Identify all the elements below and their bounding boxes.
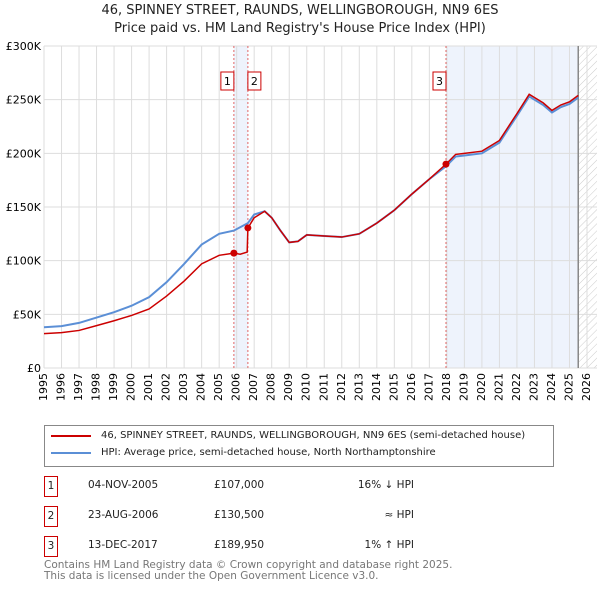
sale-row: 3 13-DEC-2017 £189,950 1% ↑ HPI [44,536,444,558]
sale-badge: 2 [44,506,58,527]
x-tick-label: 2014 [370,373,383,401]
x-tick-label: 2026 [580,373,593,401]
chart-title: 46, SPINNEY STREET, RAUNDS, WELLINGBOROU… [101,3,499,18]
sale-badge: 1 [44,476,58,497]
plot-area: 1995 1996 1997 1998 1999 2000 2001 2002 2003 2004… [6,40,597,401]
sale-date: 23-AUG-2006 [88,509,159,521]
legend-blue-line [51,451,91,454]
sale-label: 1 [224,75,231,88]
x-tick-label: 2000 [125,373,138,401]
sale-row: 2 23-AUG-2006 £130,500 ≈ HPI [44,506,444,528]
x-tick-label: 2025 [562,373,575,401]
sale-point [230,249,238,257]
legend: 46, SPINNEY STREET, RAUNDS, WELLINGBOROU… [44,425,554,467]
x-tick-label: 2003 [177,373,190,401]
x-tick-label: 2016 [405,373,418,401]
y-tick-label: £200K [6,147,42,160]
x-tick-label: 2017 [422,373,435,401]
sale-label-box [432,71,447,91]
legend-red-line [51,434,91,437]
y-tick-label: £0 [27,362,41,375]
footer-line1: Contains HM Land Registry data © Crown c… [44,559,453,571]
sale-row: 1 04-NOV-2005 £107,000 16% ↓ HPI [44,476,444,498]
y-tick-label: £250K [6,94,42,107]
sale-price: £107,000 [214,479,265,491]
x-tick-label: 2007 [247,373,260,401]
sale-point [442,160,450,168]
y-tick-label: £50K [13,308,42,321]
sale-label-box [247,71,262,91]
x-tick-label: 2006 [230,373,243,401]
chart-subtitle: Price paid vs. HM Land Registry's House … [114,21,486,36]
x-tick-label: 2001 [142,373,155,401]
x-tick-label: 2019 [457,373,470,401]
sale-label: 3 [436,75,443,88]
sale-label-box [220,71,235,91]
x-tick-label: 1999 [107,373,120,401]
sale-hpi: ≈ HPI [384,509,414,521]
sale-hpi: 1% ↑ HPI [364,539,414,551]
footer-line2: This data is licensed under the Open Gov… [44,570,379,582]
x-tick-label: 2015 [387,373,400,401]
footer: Contains HM Land Registry data © Crown c… [44,560,452,582]
sale-hpi: 16% ↓ HPI [357,479,414,491]
x-tick-label: 1998 [90,373,103,401]
x-tick-label: 2012 [335,373,348,401]
sale-price: £130,500 [214,509,265,521]
property-line [43,93,579,335]
x-tick-label: 2008 [265,373,278,401]
legend-label-property: 46, SPINNEY STREET, RAUNDS, WELLINGBOROU… [101,430,526,441]
x-tick-label: 2022 [510,373,523,401]
x-tick-label: 1995 [37,373,50,401]
sale-date: 04-NOV-2005 [88,479,159,491]
sale-price: £189,950 [214,539,265,551]
sale-badge: 3 [44,536,58,557]
y-tick-label: £150K [6,201,42,214]
x-tick-label: 2004 [195,373,208,401]
x-tick-label: 2010 [300,373,313,401]
legend-label-hpi: HPI: Average price, semi-detached house,… [101,447,436,458]
x-tick-label: 1996 [55,373,68,401]
y-tick-label: £300K [6,40,42,53]
x-tick-label: 2013 [352,373,365,401]
x-tick-label: 2024 [545,373,558,401]
x-tick-label: 1997 [72,373,85,401]
sale-point [244,224,252,232]
x-tick-label: 2009 [282,373,295,401]
y-tick-label: £100K [6,255,42,268]
x-tick-label: 2018 [440,373,453,401]
x-tick-label: 2005 [212,373,225,401]
sale-date: 13-DEC-2017 [88,539,158,551]
x-tick-label: 2002 [160,373,173,401]
x-tick-label: 2011 [317,373,330,401]
x-tick-label: 2020 [475,373,488,401]
x-tick-label: 2021 [492,373,505,401]
x-tick-label: 2023 [527,373,540,401]
sale-label: 2 [251,75,258,88]
